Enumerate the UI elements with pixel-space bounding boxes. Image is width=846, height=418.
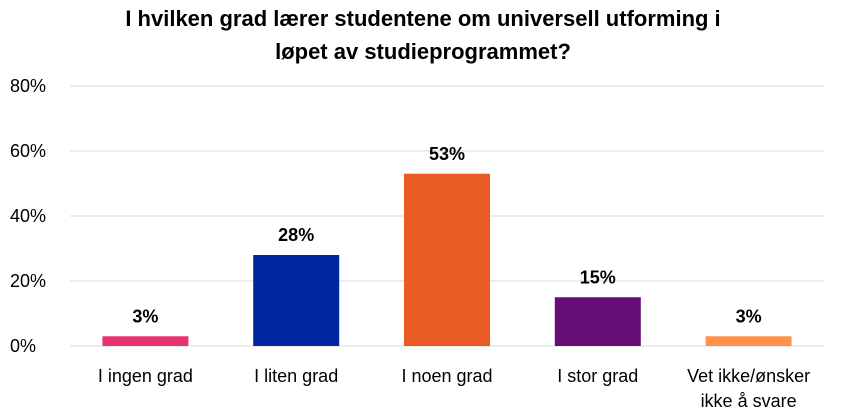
category-label-4-line-0: Vet ikke/ønsker xyxy=(687,366,810,386)
data-label-4: 3% xyxy=(736,306,762,326)
category-label-3: I stor grad xyxy=(557,366,638,386)
y-tick-label-0: 0% xyxy=(10,336,36,356)
category-label-4-line-1: ikke å svare xyxy=(701,391,797,411)
chart-title-line-2: løpet av studieprogrammet? xyxy=(275,39,571,64)
y-tick-label-1: 20% xyxy=(10,271,46,291)
data-label-0: 3% xyxy=(132,306,158,326)
bar-3 xyxy=(554,297,641,346)
bar-4 xyxy=(705,336,792,346)
data-label-1: 28% xyxy=(278,225,314,245)
bar-1 xyxy=(253,255,340,346)
data-label-2: 53% xyxy=(429,144,465,164)
y-tick-label-3: 60% xyxy=(10,141,46,161)
chart-title-line-1: I hvilken grad lærer studentene om unive… xyxy=(125,6,721,31)
y-tick-label-2: 40% xyxy=(10,206,46,226)
data-label-3: 15% xyxy=(580,267,616,287)
category-label-1: I liten grad xyxy=(254,366,338,386)
chart-title: I hvilken grad lærer studentene om unive… xyxy=(0,2,846,68)
category-label-2: I noen grad xyxy=(401,366,492,386)
category-label-0: I ingen grad xyxy=(98,366,193,386)
bar-0 xyxy=(102,336,189,346)
y-tick-label-4: 80% xyxy=(10,76,46,96)
bar-2 xyxy=(404,173,490,346)
